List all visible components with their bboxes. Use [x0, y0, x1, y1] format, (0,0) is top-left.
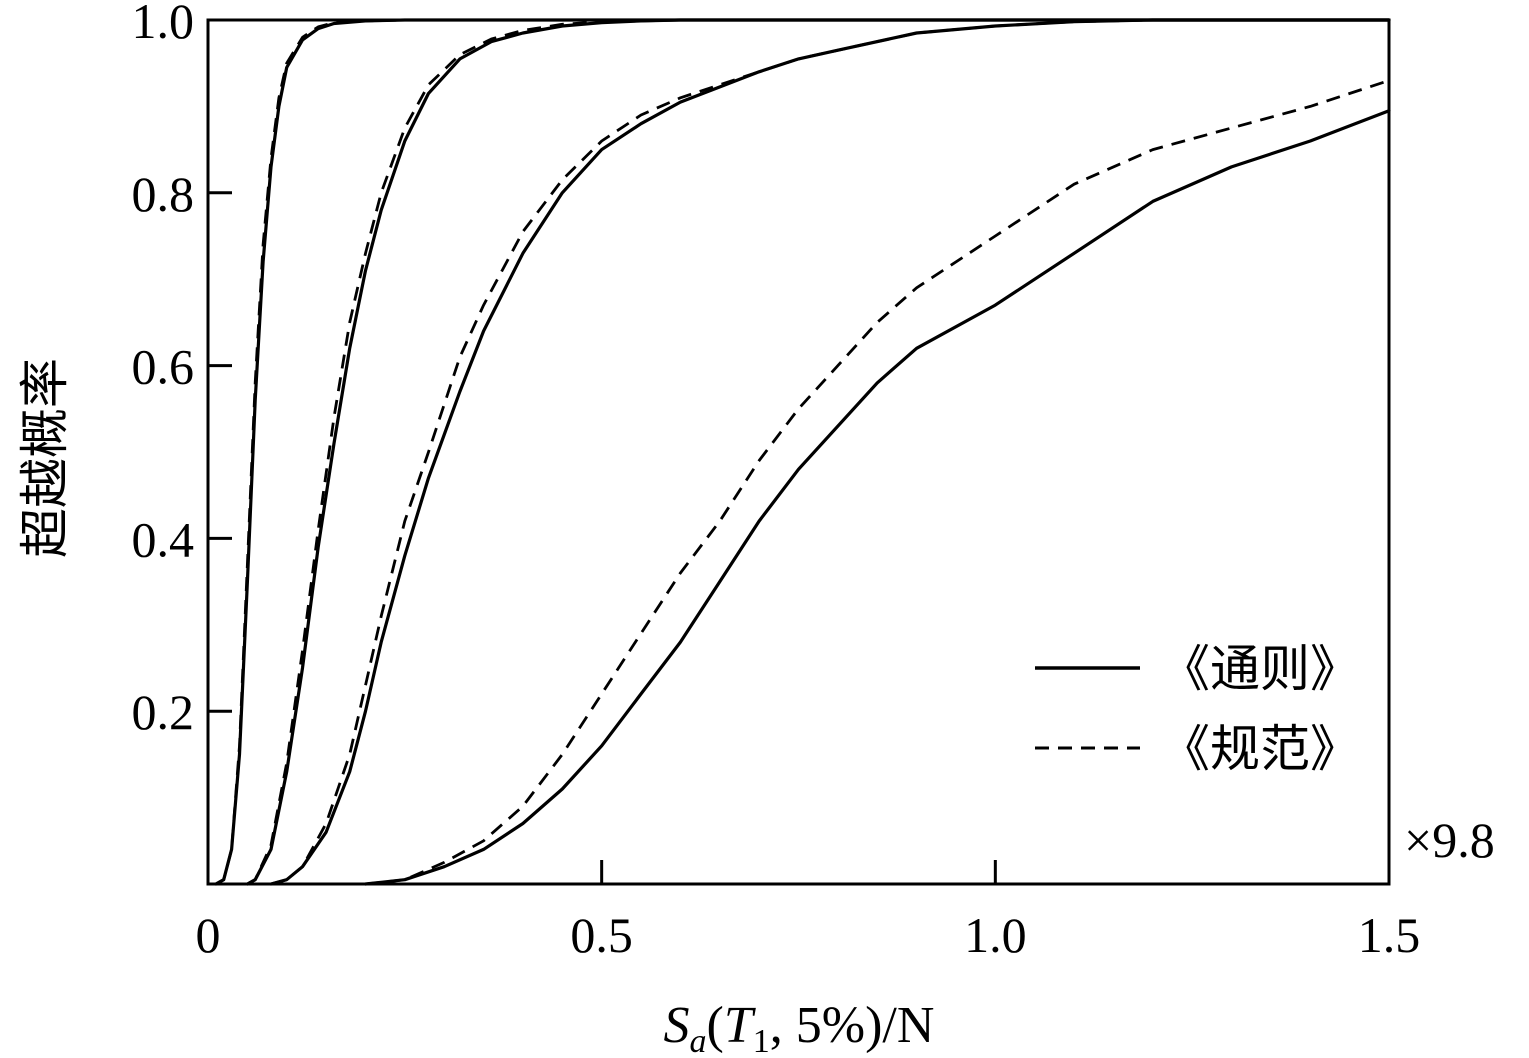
y-tick-label: 1.0 — [132, 0, 195, 49]
curve-solid-2 — [245, 18, 1391, 886]
axis-tick-labels: 0 0.5 1.0 1.5 0.2 0.4 0.6 0.8 1.0 — [132, 0, 1421, 963]
x-tick-label: 1.5 — [1358, 907, 1421, 963]
y-axis-label: 超越概率 — [16, 358, 74, 558]
curve-dashed-4 — [365, 79, 1390, 886]
y-tick-label: 0.6 — [132, 339, 195, 395]
y-tick-label: 0.4 — [132, 511, 195, 567]
y-tick-label: 0.2 — [132, 684, 195, 740]
legend: 《通则》 《规范》 — [1035, 640, 1360, 778]
curve-solid-3 — [269, 18, 1391, 886]
curve-dashed-1 — [215, 18, 1389, 886]
x-multiplier: ×9.8 — [1404, 812, 1495, 868]
curve-dashed-2 — [246, 18, 1389, 886]
y-tick-label: 0.8 — [132, 166, 195, 222]
x-axis-label: Sa(T1, 5%)/N — [664, 997, 935, 1058]
legend-label-dashed: 《规范》 — [1160, 720, 1360, 778]
curve-solid-4 — [363, 109, 1391, 886]
axis-ticks — [208, 191, 997, 884]
x-tick-label: 0 — [196, 907, 221, 963]
x-tick-label: 0.5 — [570, 907, 633, 963]
x-tick-label: 1.0 — [964, 907, 1027, 963]
curves — [214, 18, 1391, 886]
legend-label-solid: 《通则》 — [1160, 640, 1360, 698]
